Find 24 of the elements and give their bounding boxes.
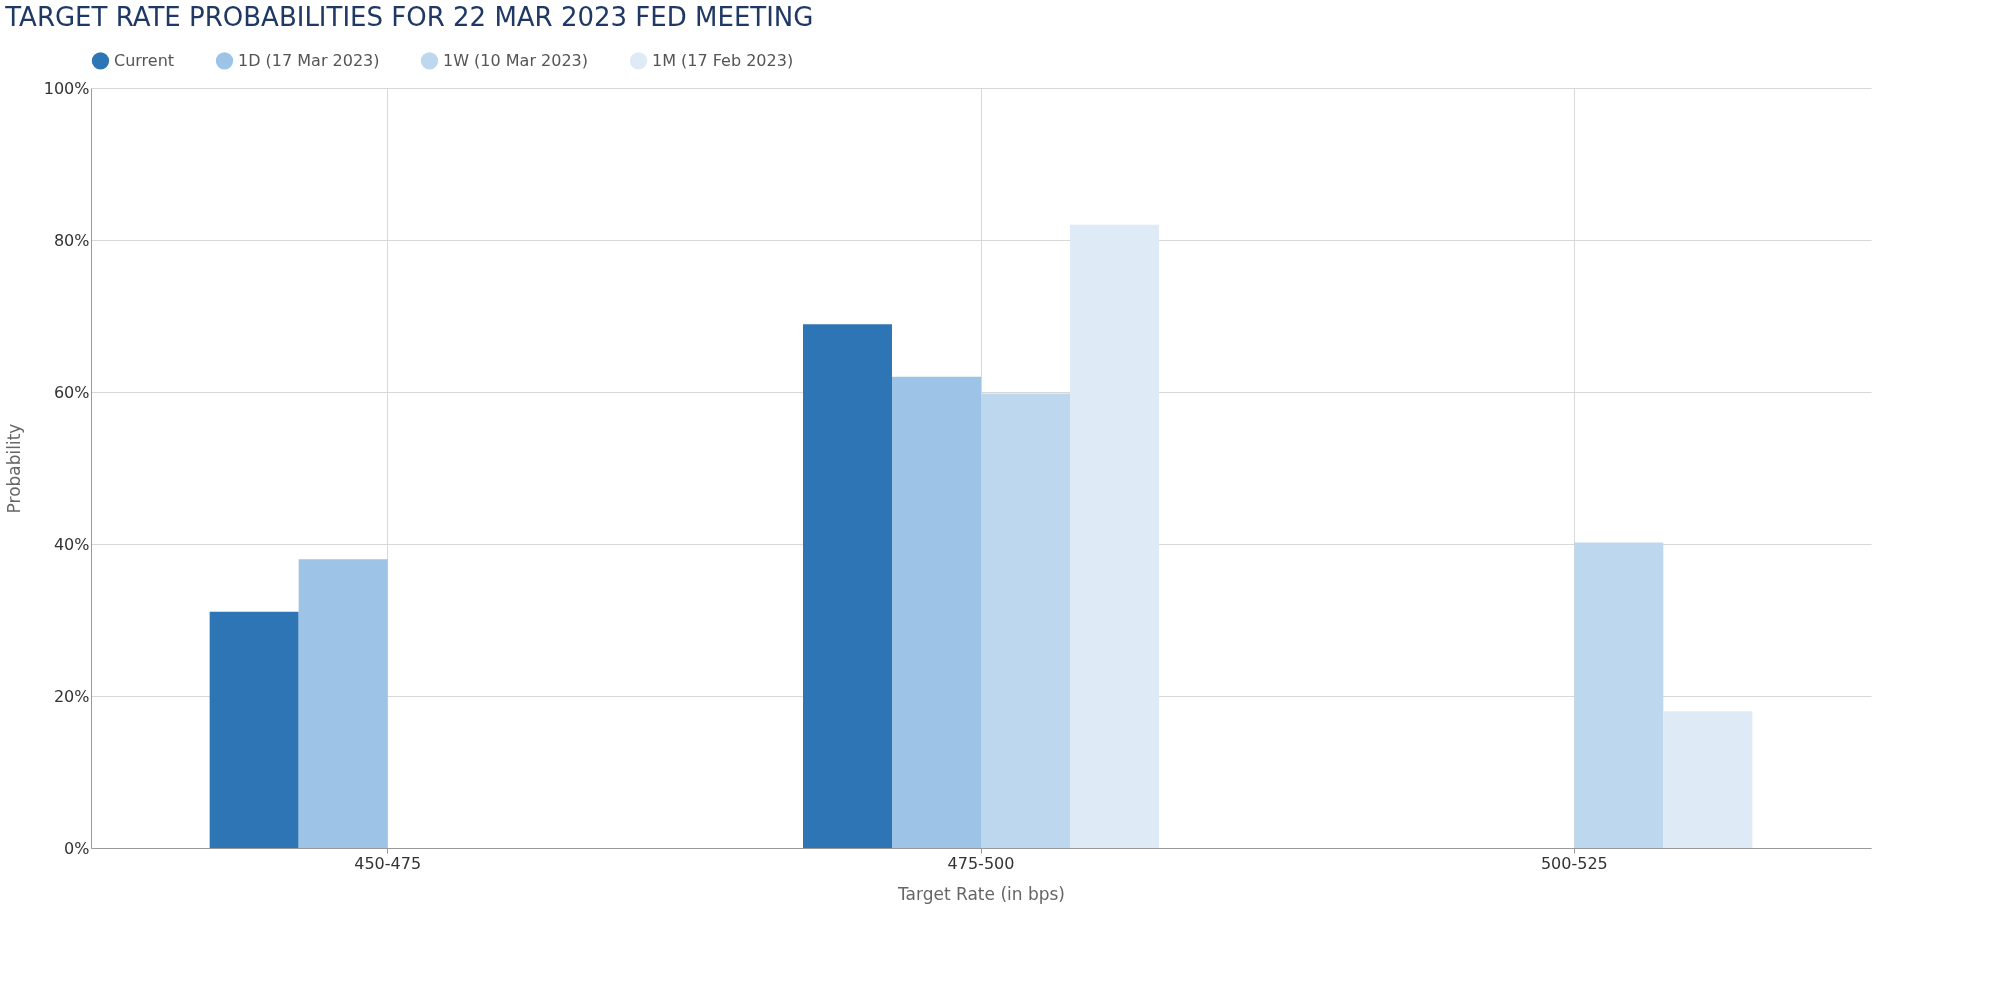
legend-label: Current [114, 50, 175, 70]
y-axis-title: Probability [3, 423, 24, 514]
chart-title: TARGET RATE PROBABILITIES FOR 22 MAR 2023 FED MEETING [4, 2, 814, 32]
bar [1070, 224, 1159, 848]
bar [1574, 542, 1664, 848]
y-tick-label: 40% [53, 534, 90, 554]
y-tick-label: 60% [53, 382, 90, 402]
y-tick-label: 100% [43, 78, 90, 98]
x-tick-label: 450-475 [354, 853, 422, 873]
legend-label: 1D (17 Mar 2023) [238, 50, 380, 70]
bar [803, 324, 892, 848]
x-tick-label: 475-500 [947, 853, 1015, 873]
x-axis-title: Target Rate (in bps) [897, 883, 1065, 904]
bar [981, 393, 1070, 848]
bar [209, 611, 299, 848]
x-tick-label: 500-525 [1540, 853, 1608, 873]
bar [1663, 711, 1753, 848]
bar [892, 376, 981, 848]
legend-label: 1W (10 Mar 2023) [443, 50, 589, 70]
legend-label: 1M (17 Feb 2023) [652, 50, 794, 70]
y-tick-label: 80% [53, 230, 90, 250]
y-tick-label: 20% [53, 686, 90, 706]
bar [298, 559, 388, 848]
y-tick-label: 0% [64, 838, 90, 858]
